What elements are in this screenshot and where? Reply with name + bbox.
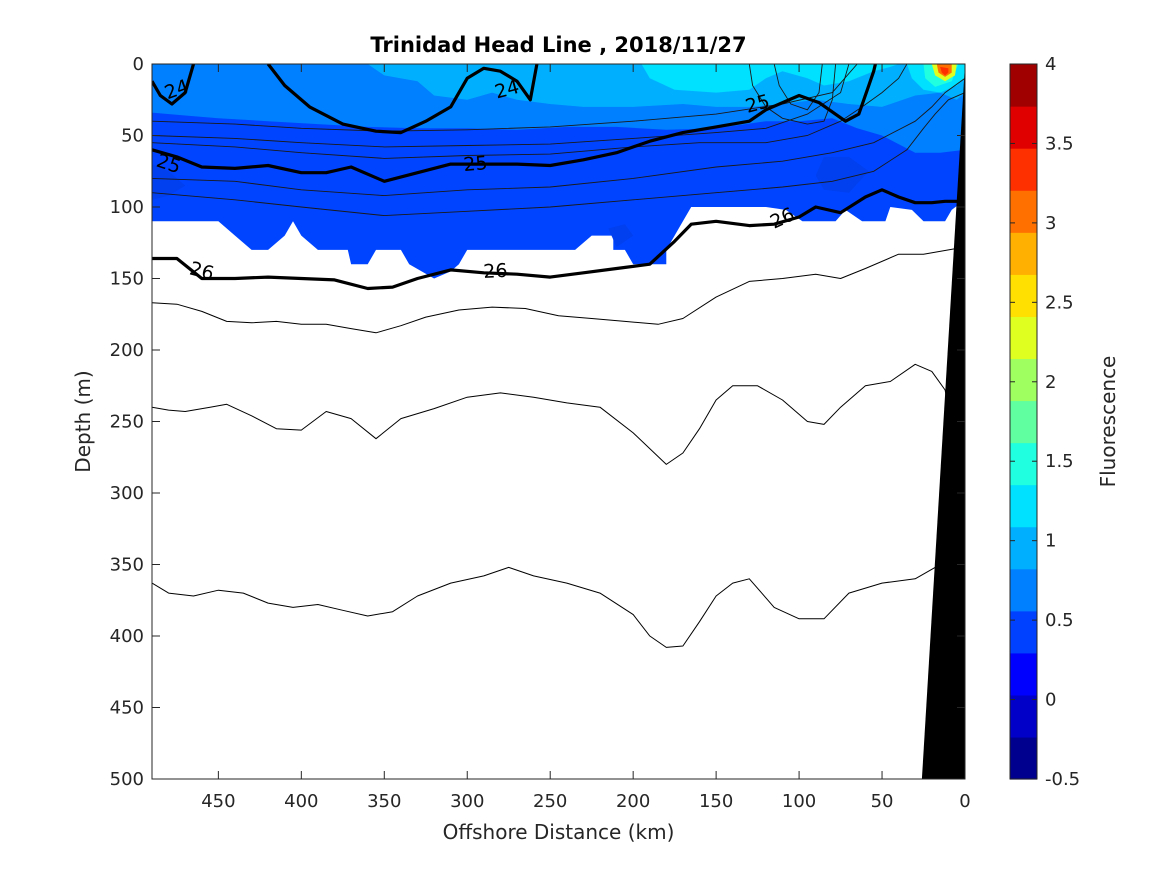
y-tick-label: 300 [110,483,144,504]
chart-title: Trinidad Head Line , 2018/11/27 [370,33,746,57]
fluorescence-layer-0-patch-c [608,224,634,247]
y-tick-label: 400 [110,626,144,647]
x-tick-label: 200 [616,791,650,812]
colorbar-segment [1010,232,1037,275]
density-contour-thin-6 [773,64,823,111]
fluorescence-layer-1 [641,64,899,93]
fluorescence-layer-35 [940,66,949,76]
colorbar-tick-label: -0.5 [1045,769,1080,790]
x-tick-label: 100 [782,791,816,812]
density-contour-4 [152,246,965,334]
colorbar-segment [1010,484,1037,528]
density-contour-thin-3 [152,77,965,197]
colorbar-segment [1010,568,1037,612]
fluorescence-layer-0-patch-a [152,164,186,200]
x-tick-label: 400 [284,791,318,812]
seafloor-bathymetry [921,64,965,779]
colorbar-segment [1010,610,1037,654]
density-contour-thin-2 [152,64,908,159]
colorbar-segment [1010,64,1037,107]
x-tick-label: 0 [959,791,970,812]
x-tick-label: 250 [533,791,567,812]
colorbar-segment [1010,652,1037,696]
x-tick-label: 350 [367,791,401,812]
colorbar-box [1009,63,1038,780]
x-tick-label: 300 [450,791,484,812]
y-tick-label: 0 [133,54,144,75]
density-contour-24-1 [266,64,539,135]
density-contour-thin-1 [152,64,850,148]
colorbar-segment [1010,106,1037,149]
colorbar-tick-label: 4 [1045,54,1056,75]
density-contour-6 [152,564,965,648]
colorbar-segment [1010,526,1037,570]
colorbar-tick-label: 1 [1045,531,1056,552]
y-tick-label: 250 [110,412,144,433]
y-axis-label: Depth (m) [71,370,95,472]
colorbar-segment [1010,148,1037,191]
colorbar-tick-label: 2.5 [1045,292,1074,313]
y-tick-label: 50 [121,126,144,147]
density-contour-thin-4 [152,92,965,217]
colorbar-segment [1010,316,1037,360]
density-contour-5 [152,363,965,494]
colorbar-tick-label: 0 [1045,690,1056,711]
density-contour-thin-5 [748,64,837,125]
y-tick-label: 200 [110,340,144,361]
colorbar-segment [1010,400,1037,444]
colorbar-tick-label: 2 [1045,372,1056,393]
x-tick-label: 450 [201,791,235,812]
colorbar-segment [1010,736,1037,780]
colorbar-segment [1010,694,1037,738]
colorbar-segment [1010,358,1037,402]
colorbar-segment [1010,442,1037,486]
x-tick-label: 50 [871,791,894,812]
colorbar-tick-label: 3 [1045,213,1056,234]
density-contour-thin-0 [152,64,858,132]
colorbar-segment [1010,274,1037,317]
contour-label-3: 25 [463,152,489,176]
contour-label-6: 26 [483,260,508,283]
fluorescence-layer-0-patch-b [815,156,869,193]
y-tick-label: 500 [110,769,144,790]
colorbar-tick-label: 3.5 [1045,133,1074,154]
colorbar-tick-label: 0.5 [1045,610,1074,631]
y-tick-label: 100 [110,197,144,218]
y-tick-label: 350 [110,555,144,576]
colorbar-tick-label: 1.5 [1045,451,1074,472]
y-tick-label: 150 [110,269,144,290]
colorbar-segment [1010,190,1037,233]
x-tick-label: 150 [699,791,733,812]
density-contour-25-2 [152,64,877,183]
density-contour-24-0 [152,64,196,106]
density-contour-26-3 [152,188,965,291]
x-axis-label: Offshore Distance (km) [443,820,675,844]
colorbar-label: Fluorescence [1096,356,1120,488]
y-tick-label: 450 [110,698,144,719]
